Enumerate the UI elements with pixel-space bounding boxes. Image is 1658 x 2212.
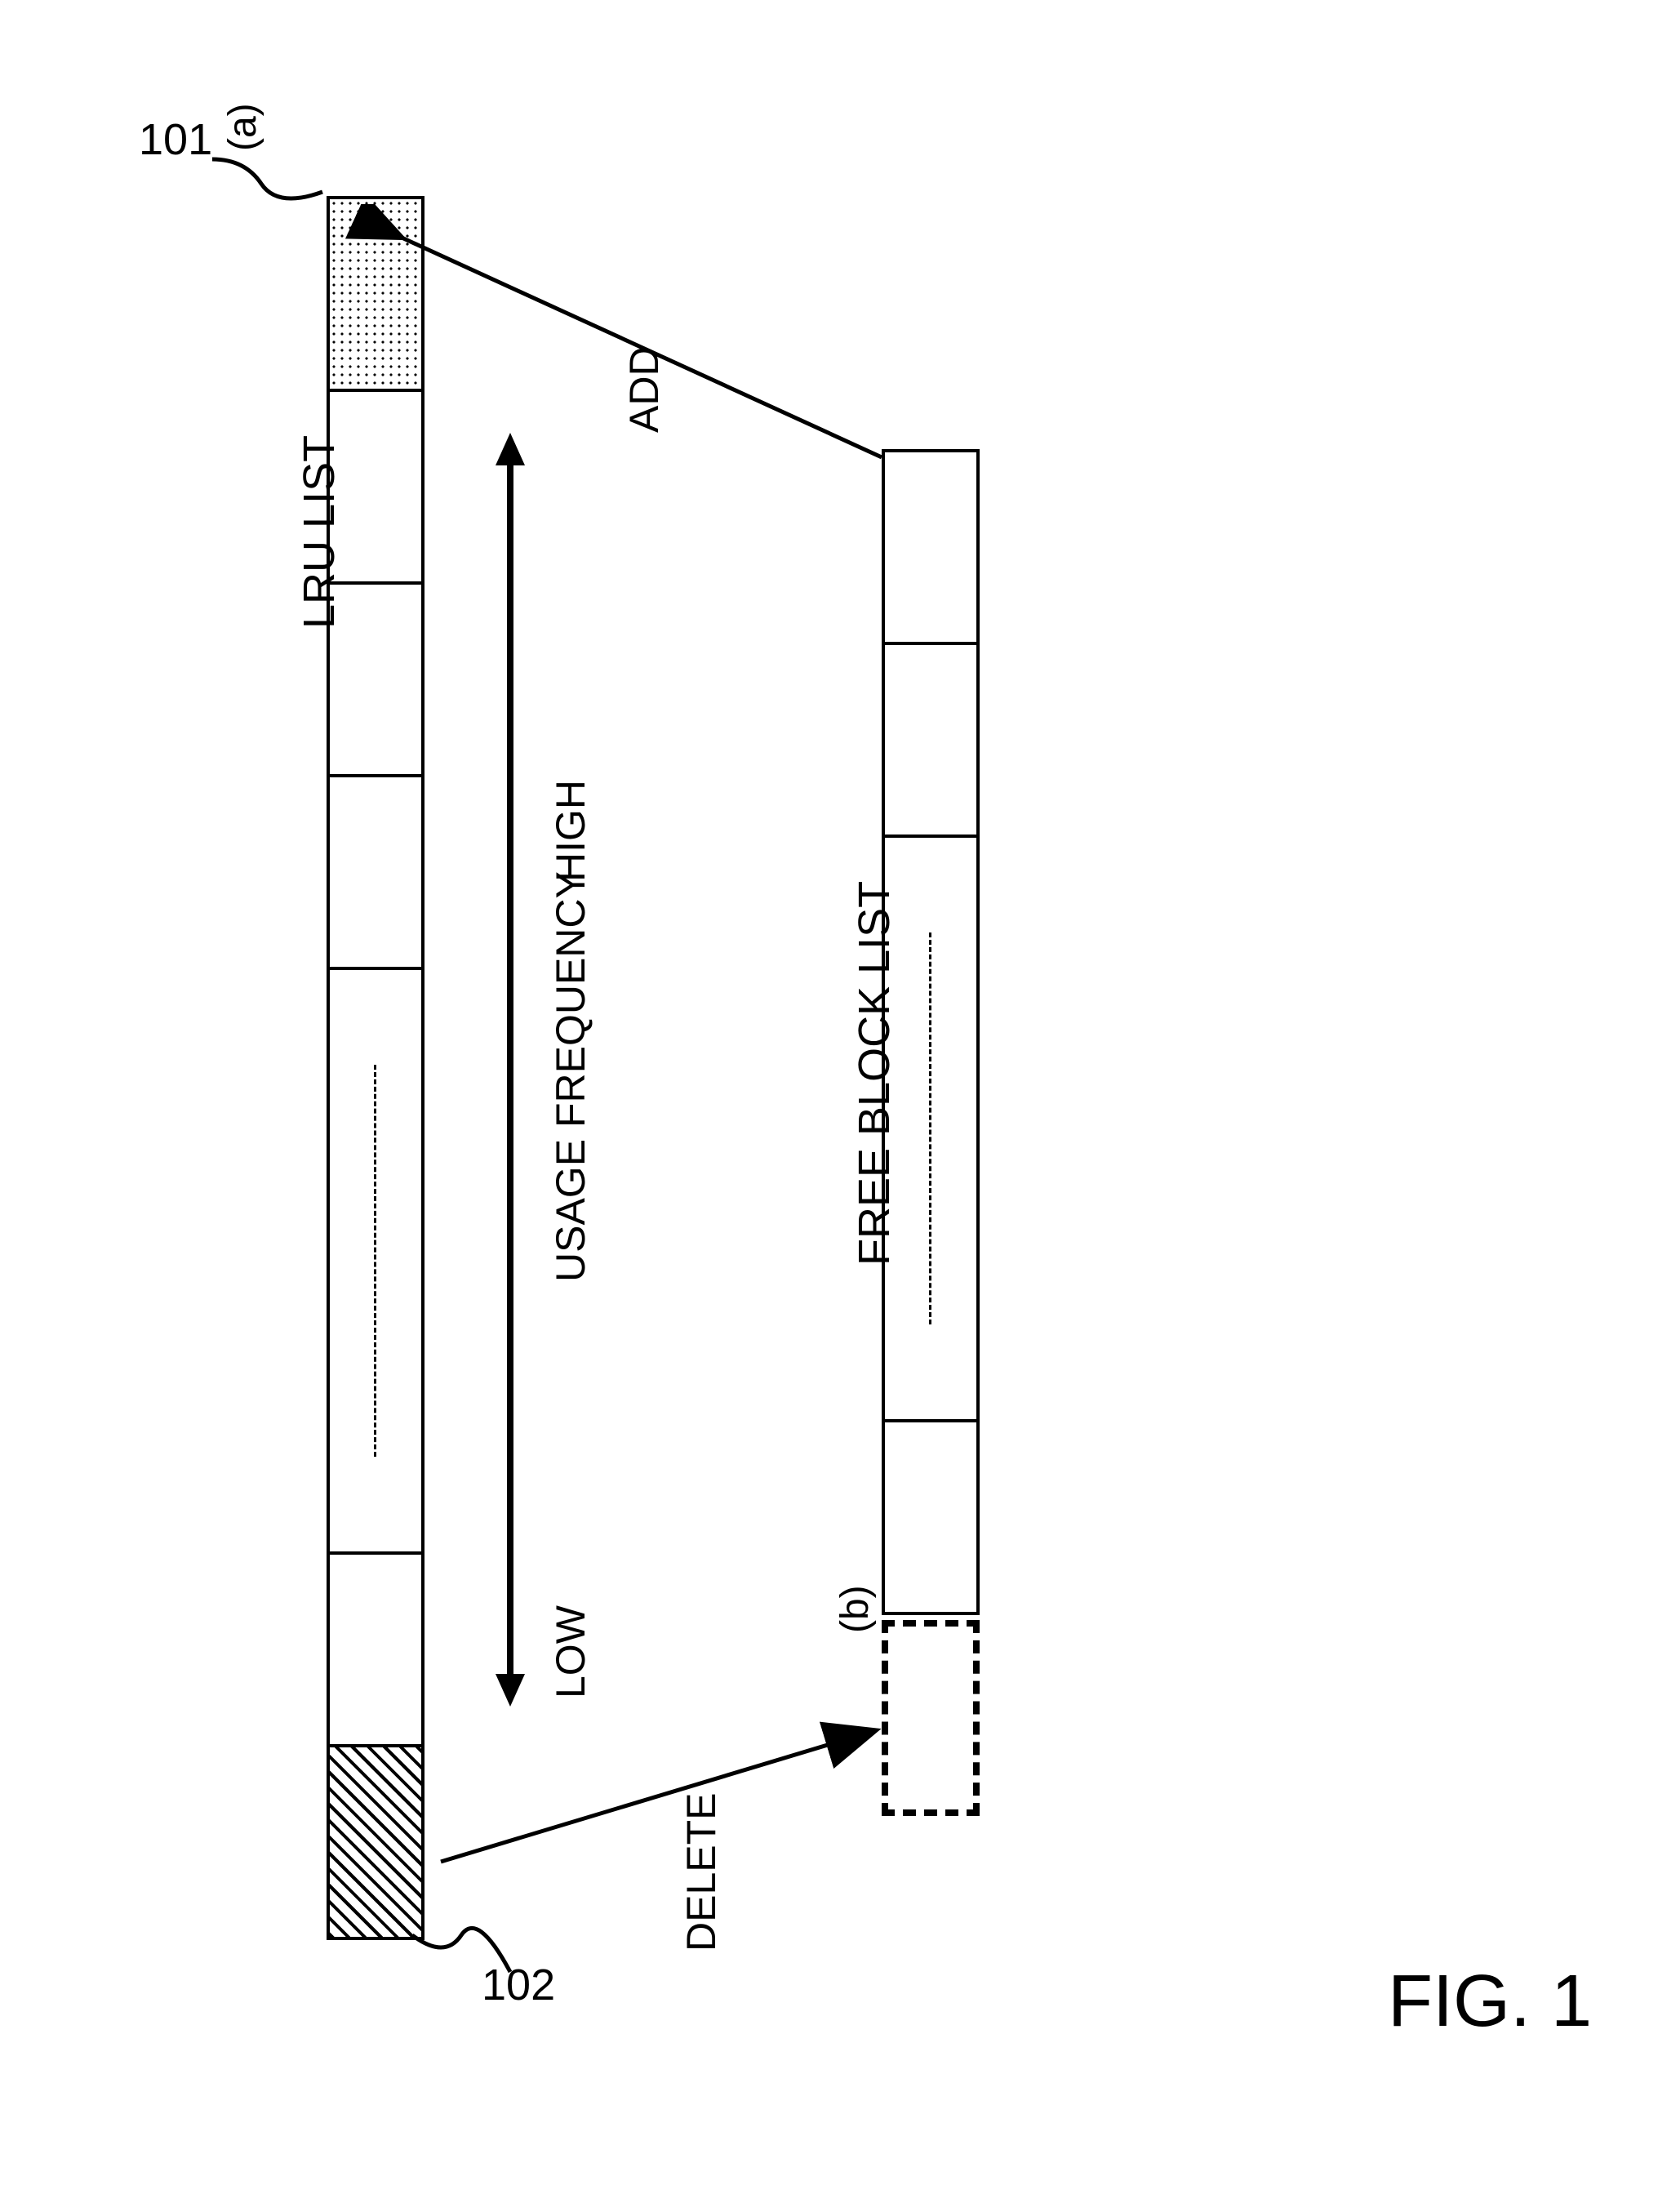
frequency-arrow (486, 433, 535, 1707)
free-block (882, 1419, 980, 1615)
figure-label: FIG. 1 (1388, 1960, 1592, 2044)
usage-frequency-label: USAGE FREQUENCY (547, 871, 594, 1282)
sublabel-b: (b) (833, 1585, 878, 1633)
lru-block (327, 581, 425, 777)
squiggle-101 (200, 147, 331, 220)
lru-ellipsis-dashes (374, 1065, 376, 1457)
free-block (882, 642, 980, 838)
low-label: LOW (547, 1605, 594, 1698)
add-arrow (327, 204, 914, 482)
add-label: ADD (620, 346, 668, 433)
delete-label: DELETE (678, 1792, 725, 1952)
delete-arrow (408, 1674, 914, 1903)
sublabel-a: (a) (220, 103, 265, 151)
lru-block (327, 774, 425, 970)
high-label: HIGH (547, 780, 594, 882)
free-ellipsis-dashes (929, 932, 931, 1324)
